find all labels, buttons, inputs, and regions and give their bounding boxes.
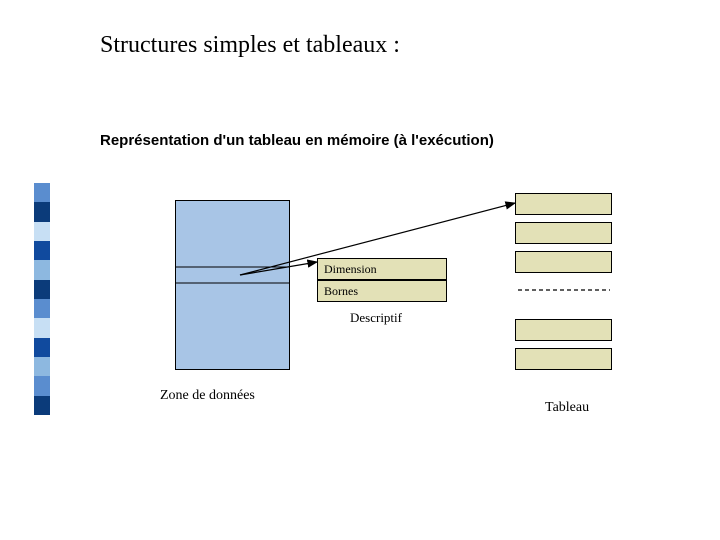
sidebar-square bbox=[34, 299, 50, 318]
page-title: Structures simples et tableaux : bbox=[100, 32, 400, 59]
sidebar-square bbox=[34, 318, 50, 337]
sidebar-square bbox=[34, 280, 50, 299]
tableau-cell bbox=[515, 222, 612, 244]
tableau-cell bbox=[515, 348, 612, 370]
zone-label: Zone de données bbox=[160, 388, 255, 404]
subtitle-text: Représentation d'un tableau en mémoire (… bbox=[100, 132, 494, 149]
sidebar-square bbox=[34, 202, 50, 221]
sidebar-square bbox=[34, 183, 50, 202]
tableau-label-text: Tableau bbox=[545, 400, 589, 415]
tableau-cell bbox=[515, 251, 612, 273]
zone-label-text: Zone de données bbox=[160, 388, 255, 403]
descriptor-label-text: Descriptif bbox=[350, 310, 402, 325]
bornes-cell: Bornes bbox=[317, 280, 447, 302]
sidebar-square bbox=[34, 396, 50, 415]
sidebar-square bbox=[34, 376, 50, 395]
bornes-cell-text: Bornes bbox=[324, 284, 358, 299]
tableau-label: Tableau bbox=[545, 400, 589, 416]
zone-box bbox=[175, 200, 290, 370]
sidebar-square bbox=[34, 260, 50, 279]
dimension-cell: Dimension bbox=[317, 258, 447, 280]
descriptor-label: Descriptif bbox=[350, 310, 402, 326]
page-title-text: Structures simples et tableaux : bbox=[100, 32, 400, 58]
subtitle: Représentation d'un tableau en mémoire (… bbox=[100, 132, 494, 149]
tableau-cell bbox=[515, 319, 612, 341]
sidebar-square bbox=[34, 241, 50, 260]
tableau-cell bbox=[515, 193, 612, 215]
sidebar-square bbox=[34, 222, 50, 241]
sidebar-square bbox=[34, 338, 50, 357]
sidebar-square bbox=[34, 357, 50, 376]
dimension-cell-text: Dimension bbox=[324, 262, 377, 277]
